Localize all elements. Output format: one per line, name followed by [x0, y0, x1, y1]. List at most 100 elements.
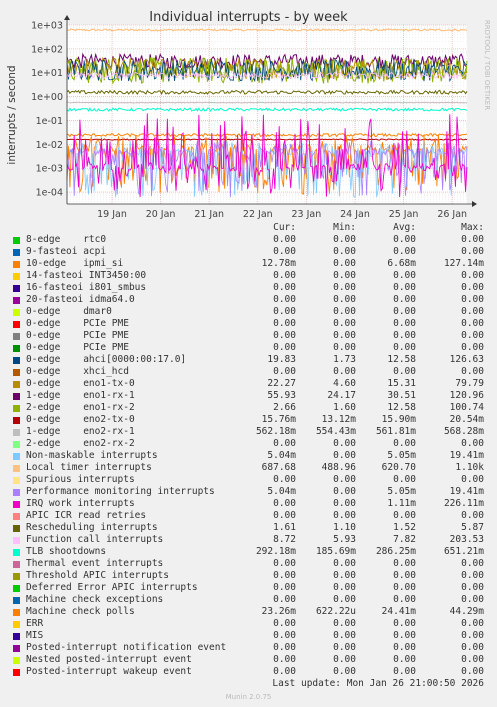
legend-label: 0-edge dmar0: [26, 306, 112, 317]
legend-max-value: 0.00: [461, 558, 484, 569]
legend-label: 0-edge eno1-tx-0: [26, 378, 135, 389]
legend-item: 20-fasteoi idma64.0 0.00 0.00 0.00 0.00: [0, 294, 497, 306]
x-tick-label: 23 Jan: [292, 209, 322, 220]
legend-item: 0-edge eno1-tx-0 22.27 4.60 15.31 79.79: [0, 378, 497, 390]
legend-min-value: 0.00: [333, 258, 356, 269]
legend-max-value: 44.29m: [449, 606, 484, 617]
legend-item: Posted-interrupt notification event 0.00 0…: [0, 642, 497, 654]
legend-header-avg: Avg:: [393, 222, 416, 233]
legend-swatch: [13, 465, 20, 472]
legend-item: ERR 0.00 0.00 0.00 0.00: [0, 618, 497, 630]
legend-max-value: 0.00: [461, 618, 484, 629]
legend-cur-value: 2.66: [273, 402, 296, 413]
legend-item: APIC ICR read retries 0.00 0.00 0.00 0.00: [0, 510, 497, 522]
legend-swatch: [13, 345, 20, 352]
legend-min-value: 0.00: [333, 498, 356, 509]
legend-swatch: [13, 585, 20, 592]
legend-avg-value: 1.52: [393, 522, 416, 533]
legend-label: 10-edge ipmi_si: [26, 258, 124, 269]
legend-avg-value: 0.00: [393, 330, 416, 341]
legend-cur-value: 0.00: [273, 342, 296, 353]
legend-swatch: [13, 309, 20, 316]
legend-cur-value: 19.83: [267, 354, 296, 365]
legend-cur-value: 0.00: [273, 654, 296, 665]
legend-item: Deferred Error APIC interrupts 0.00 0.00 0.…: [0, 582, 497, 594]
legend-swatch: [13, 513, 20, 520]
x-tick-label: 26 Jan: [437, 209, 467, 220]
legend-item: Posted-interrupt wakeup event 0.00 0.00 0.0…: [0, 666, 497, 678]
legend-swatch: [13, 405, 20, 412]
y-axis-arrow: [64, 15, 70, 20]
legend-cur-value: 0.00: [273, 330, 296, 341]
legend-item: 0-edge PCIe PME 0.00 0.00 0.00 0.00: [0, 342, 497, 354]
legend-min-value: 0.00: [333, 594, 356, 605]
legend-max-value: 0.00: [461, 294, 484, 305]
legend-max-value: 0.00: [461, 582, 484, 593]
legend-swatch: [13, 369, 20, 376]
legend-header-min: Min:: [333, 222, 356, 233]
legend-cur-value: 0.00: [273, 510, 296, 521]
legend-label: Machine check exceptions: [26, 594, 164, 605]
legend-label: Threshold APIC interrupts: [26, 570, 169, 581]
legend-max-value: 568.28m: [443, 426, 484, 437]
legend-item: IRQ work interrupts 0.00 0.00 1.11m 226.11m: [0, 498, 497, 510]
legend-cur-value: 0.00: [273, 306, 296, 317]
legend-label: 0-edge PCIe PME: [26, 318, 129, 329]
legend-min-value: 0.00: [333, 558, 356, 569]
legend-swatch: [13, 273, 20, 280]
legend: 8-edge rtc0 0.00 0.00 0.00 0.00 9-fasteoi acp…: [0, 234, 497, 678]
legend-max-value: 5.87: [461, 522, 484, 533]
legend-avg-value: 0.00: [393, 438, 416, 449]
series-rescheduling: [66, 89, 468, 96]
y-tick-label: 1e+00: [31, 92, 63, 103]
legend-avg-value: 30.51: [387, 390, 416, 401]
legend-max-value: 19.41m: [449, 450, 484, 461]
x-tick-label: 24 Jan: [340, 209, 370, 220]
legend-cur-value: 5.04m: [267, 486, 296, 497]
legend-label: Thermal event interrupts: [26, 558, 164, 569]
series-local-timer: [66, 28, 468, 32]
legend-min-value: 0.00: [333, 666, 356, 677]
legend-max-value: 127.14m: [443, 258, 484, 269]
legend-item: Threshold APIC interrupts 0.00 0.00 0.00 0.0…: [0, 570, 497, 582]
legend-cur-value: 0.00: [273, 498, 296, 509]
legend-max-value: 0.00: [461, 474, 484, 485]
legend-label: 0-edge PCIe PME: [26, 330, 129, 341]
legend-swatch: [13, 573, 20, 580]
legend-min-value: 13.12m: [321, 414, 356, 425]
legend-cur-value: 15.76m: [261, 414, 296, 425]
legend-max-value: 0.00: [461, 234, 484, 245]
legend-max-value: 0.00: [461, 306, 484, 317]
legend-avg-value: 0.00: [393, 630, 416, 641]
legend-label: IRQ work interrupts: [26, 498, 135, 509]
legend-avg-value: 0.00: [393, 666, 416, 677]
munin-version: Munin 2.0.75: [225, 693, 272, 701]
legend-cur-value: 0.00: [273, 630, 296, 641]
legend-header: Cur: Min: Avg: Max:: [0, 222, 497, 234]
legend-avg-value: 561.81m: [375, 426, 416, 437]
legend-swatch: [13, 645, 20, 652]
legend-label: Nested posted-interrupt event: [26, 654, 192, 665]
legend-item: 0-edge xhci_hcd 0.00 0.00 0.00 0.00: [0, 366, 497, 378]
y-tick-label: 1e-03: [36, 164, 63, 175]
legend-item: TLB shootdowns 292.18m 185.69m 286.25m 651.2…: [0, 546, 497, 558]
legend-avg-value: 0.00: [393, 282, 416, 293]
legend-swatch: [13, 597, 20, 604]
legend-avg-value: 6.68m: [387, 258, 416, 269]
chart-title: Individual interrupts - by week: [149, 10, 348, 25]
legend-cur-value: 23.26m: [261, 606, 296, 617]
legend-swatch: [13, 393, 20, 400]
legend-min-value: 185.69m: [315, 546, 356, 557]
series-machine-check-polls: [66, 132, 468, 138]
legend-label: Deferred Error APIC interrupts: [26, 582, 198, 593]
series-irq-work: [66, 113, 468, 198]
legend-min-value: 0.00: [333, 234, 356, 245]
legend-swatch: [13, 417, 20, 424]
legend-cur-value: 8.72: [273, 534, 296, 545]
legend-item: Thermal event interrupts 0.00 0.00 0.00 0.00: [0, 558, 497, 570]
legend-swatch: [13, 609, 20, 616]
legend-min-value: 0.00: [333, 366, 356, 377]
legend-avg-value: 5.05m: [387, 486, 416, 497]
legend-max-value: 0.00: [461, 366, 484, 377]
legend-max-value: 0.00: [461, 666, 484, 677]
